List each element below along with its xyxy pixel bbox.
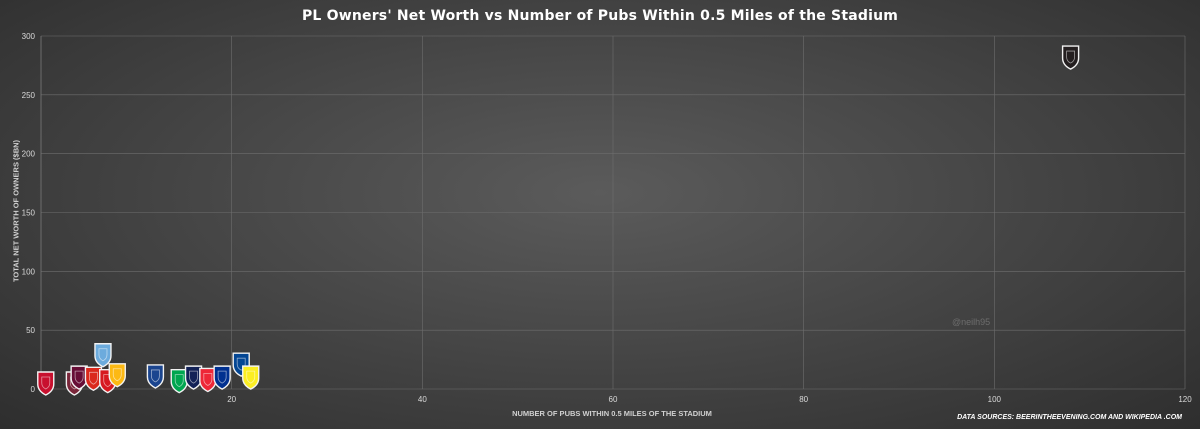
club-crest-icon: [213, 365, 231, 390]
data-point: [108, 363, 126, 388]
author-watermark: @neilh95: [952, 317, 991, 327]
x-tick-label: 40: [418, 395, 427, 404]
grid-lines: [40, 35, 1186, 390]
data-sources-note: DATA SOURCES: BEERINTHEEVENING.COM AND W…: [957, 414, 1182, 421]
y-tick-label: 200: [22, 150, 36, 159]
x-tick-label: 100: [988, 395, 1002, 404]
x-axis-label: NUMBER OF PUBS WITHIN 0.5 MILES OF THE S…: [512, 409, 712, 418]
club-crest-icon: [242, 365, 260, 390]
y-tick-label: 250: [22, 91, 36, 100]
data-points: [37, 45, 1080, 396]
x-tick-label: 20: [227, 395, 236, 404]
data-point: [37, 371, 55, 396]
club-crest-icon: [94, 343, 112, 368]
club-crest-icon: [70, 365, 88, 390]
y-axis-ticks: 0 50 100 150 200 250 300: [22, 32, 36, 394]
y-tick-label: 50: [26, 326, 35, 335]
data-point: [213, 365, 231, 390]
y-axis-label: TOTAL NET WORTH OF OWNERS ($BN): [11, 139, 21, 283]
chart-title: PL Owners' Net Worth vs Number of Pubs W…: [301, 8, 899, 24]
club-crest-icon: [108, 363, 126, 388]
club-crest-icon: [146, 364, 165, 389]
y-tick-label: 0: [31, 385, 36, 394]
data-point: [1061, 45, 1080, 70]
data-point: [94, 343, 112, 368]
y-tick-label: 100: [22, 267, 36, 276]
y-tick-label: 150: [22, 209, 36, 218]
data-point: [70, 365, 88, 390]
x-tick-label: 60: [609, 395, 618, 404]
club-crest-icon: [1061, 45, 1080, 70]
y-tick-label: 300: [22, 32, 36, 41]
x-axis-ticks: 20 40 60 80 100 120: [227, 395, 1192, 404]
data-point: [146, 364, 165, 389]
x-tick-label: 80: [799, 395, 808, 404]
club-crest-icon: [37, 371, 55, 396]
data-point: [242, 365, 260, 390]
x-tick-label: 120: [1178, 395, 1192, 404]
